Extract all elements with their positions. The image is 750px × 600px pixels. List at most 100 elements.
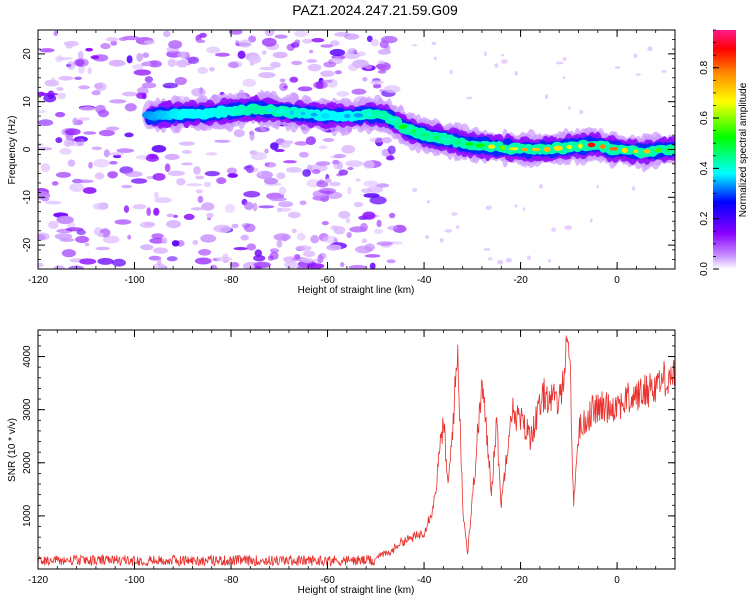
noise-blob [146,207,151,217]
noise-blob [316,180,329,188]
noise-blob [163,30,171,38]
noise-blob [97,232,104,238]
noise-blob [66,61,76,70]
noise-blob [72,117,78,126]
noise-blob [307,63,322,72]
snr-frame [37,329,676,570]
noise-blob [151,145,167,153]
noise-blob [167,58,176,68]
noise-blob [151,233,164,240]
noise-blob [303,250,316,258]
noise-blob [112,258,126,267]
noise-blob [95,246,110,251]
noise-blob [360,188,373,193]
noise-blob [614,66,621,69]
noise-blob [322,138,335,142]
noise-blob [359,222,368,232]
noise-blob [386,259,396,264]
noise-blob [369,196,387,205]
noise-blob [91,146,103,151]
noise-blob [108,59,126,67]
noise-blob [166,213,175,218]
noise-blob [140,62,152,67]
ridge-peak [531,147,541,152]
noise-blob [364,243,376,252]
ridge-peak [331,114,342,118]
noise-blob [278,201,294,208]
noise-blob [51,76,56,84]
noise-blob [318,145,328,149]
noise-blob [153,191,159,199]
spectrogram-heatmap [38,30,675,269]
ridge-peak [289,110,295,115]
noise-blob [485,205,493,210]
noise-blob [254,249,263,257]
noise-blob [152,173,166,181]
ridge-peak [553,145,563,151]
noise-blob [197,195,204,203]
noise-blob [269,197,287,202]
noise-blob [222,253,229,261]
noise-blob [375,64,387,69]
ridge-peak [398,124,407,129]
noise-blob [121,184,133,189]
colorbar-tick-label: 0.8 [699,60,710,74]
noise-blob [245,164,255,174]
noise-blob [90,55,100,60]
noise-blob [205,152,218,156]
noise-blob [264,162,277,168]
noise-blob [55,137,63,144]
noise-blob [213,224,232,233]
ridge-peak [464,142,474,146]
noise-blob [83,131,97,135]
snr-series-line [38,335,675,567]
ridge-peak [499,145,506,151]
noise-blob [366,35,373,43]
noise-blob [233,129,245,138]
colorbar-tick-label: 0.2 [699,211,710,225]
top-y-tick-label: 0 [22,146,33,152]
noise-blob [176,178,186,186]
noise-blob [226,167,237,175]
noise-blob [333,226,346,235]
noise-blob [192,239,199,246]
noise-blob [109,152,124,156]
noise-blob [39,48,55,53]
top-y-axis-label: Frequency (Hz) [7,116,18,185]
ridge-peak [320,113,330,119]
noise-blob [375,183,390,188]
noise-blob [256,171,263,176]
noise-blob [262,50,267,55]
noise-blob [270,61,281,68]
noise-blob [272,51,288,59]
noise-blob [67,159,76,167]
noise-blob [40,163,51,172]
noise-blob [154,197,172,204]
noise-blob [363,160,375,169]
noise-blob [246,243,257,251]
colorbar: 0.0 0.2 0.4 0.6 0.8 Normalized spectral ampl… [699,29,749,276]
noise-blob [264,30,275,37]
ridge-peak [310,112,318,117]
noise-blob [157,257,162,266]
noise-blob [562,57,567,61]
noise-blob [48,220,59,229]
noise-blob [132,64,144,70]
noise-blob [319,187,336,194]
noise-blob [200,234,217,243]
colorbar-tick-label: 0.6 [699,111,710,125]
noise-blob [105,37,119,42]
ridge-peak [265,108,274,112]
noise-blob [38,110,47,114]
noise-blob [261,37,277,47]
noise-blob [320,79,334,83]
noise-blob [136,53,143,62]
noise-blob [112,154,122,159]
noise-blob [243,190,261,198]
ridge-peak [420,133,430,137]
noise-blob [57,57,74,60]
noise-blob [332,159,340,165]
noise-blob [299,200,307,206]
noise-blob [267,255,274,261]
